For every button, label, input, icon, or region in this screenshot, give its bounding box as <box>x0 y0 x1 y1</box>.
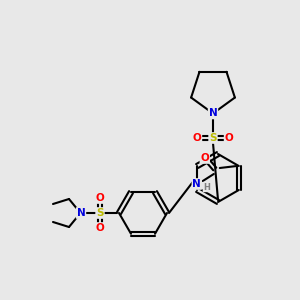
Text: O: O <box>225 133 233 143</box>
Text: O: O <box>96 193 104 203</box>
Text: N: N <box>208 108 217 118</box>
Text: H: H <box>203 182 210 191</box>
Text: N: N <box>76 208 85 218</box>
Text: O: O <box>96 223 104 233</box>
Text: O: O <box>193 133 201 143</box>
Text: S: S <box>96 208 104 218</box>
Text: O: O <box>200 153 209 163</box>
Text: S: S <box>209 133 217 143</box>
Text: N: N <box>192 179 201 189</box>
